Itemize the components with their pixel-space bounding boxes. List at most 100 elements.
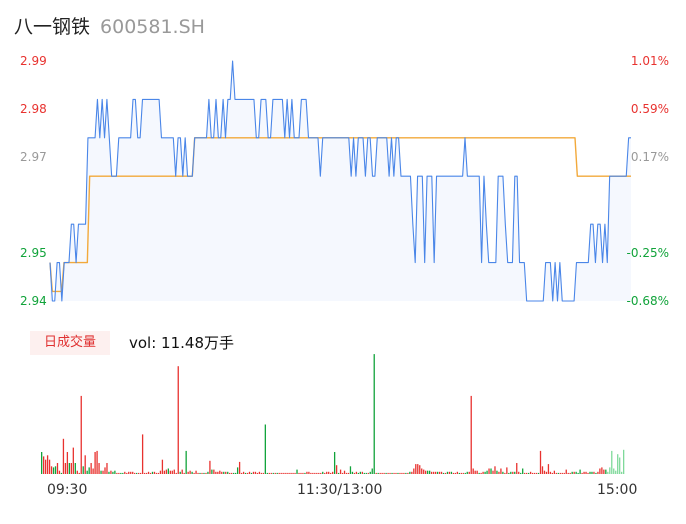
volume-bar [262,472,265,474]
volume-bar [264,424,266,474]
price-plot [49,60,631,302]
volume-bar [551,472,554,474]
volume-bar [290,472,292,474]
volume-bar [559,472,561,474]
volume-bar [434,471,437,474]
volume-bar [533,472,536,474]
volume-bar [171,470,173,474]
price-tick-label: 2.99 [20,54,47,68]
volume-bar [153,471,156,474]
volume-bar [155,472,158,474]
volume-bar [304,472,306,474]
volume-bar [474,470,476,474]
volume-bar [41,452,43,474]
volume-bar [561,472,563,474]
volume-bar [341,472,344,474]
price-tick-label: 2.97 [20,150,47,164]
volume-bar [595,472,597,474]
volume-bar [191,471,193,474]
volume-bar [280,472,282,474]
volume-bar [365,472,367,474]
volume-bar [472,468,474,474]
volume-bar [326,471,328,474]
volume-bar [506,467,508,474]
volume-bar [343,470,346,474]
volume-bar [345,472,348,474]
volume-bar [104,467,106,474]
volume-bar [496,470,498,474]
volume-bar [579,469,581,474]
volume-bar [425,470,427,474]
daily-volume-tab[interactable]: 日成交量 [30,331,110,355]
volume-bar [238,461,241,474]
volume-bar [90,463,92,474]
volume-bar [524,472,526,474]
volume-bar [302,472,304,474]
volume-bar [68,463,71,474]
volume-bar [510,471,512,474]
volume-bar [429,470,431,474]
volume-bar [415,464,417,474]
volume-bar [102,470,104,474]
volume-plot [41,354,625,474]
volume-bar [124,471,126,474]
volume-bar [432,471,435,474]
volume-bar [456,471,459,474]
volume-bar [407,472,409,474]
volume-bar [337,472,340,474]
volume-readout: vol: 11.48万手 [129,332,234,353]
volume-bar [601,467,603,474]
volume-bar [339,469,342,474]
volume-bar [292,472,294,474]
volume-bar [609,467,611,474]
volume-bar [494,466,496,474]
volume-bar [541,466,544,474]
volume-bar [351,471,354,474]
volume-bar [215,471,217,474]
volume-bar [296,469,298,474]
volume-bar [571,471,573,474]
price-area [50,61,631,301]
volume-bar [110,470,112,474]
volume-bar [413,468,415,474]
volume-bar [557,472,559,474]
volume-bar [211,469,213,474]
volume-bar [587,472,589,474]
volume-bar [274,472,276,474]
volume-bar [141,434,144,474]
volume-bar [369,471,371,474]
pct-tick-label: 1.01% [630,54,669,68]
volume-bar [490,468,492,474]
volume-bar [82,466,84,474]
volume-bar [387,472,389,474]
volume-bar [450,471,453,474]
volume-bar [74,463,76,474]
volume-bar [219,470,221,474]
volume-bar [288,472,290,474]
volume-bar [282,472,284,474]
volume-bar [159,470,162,474]
volume-bar [106,463,108,474]
volume-bar [223,471,225,474]
volume-bar [419,465,421,474]
volume-prefix: vol: [129,334,162,352]
volume-bar [375,472,377,474]
volume-bar [161,459,164,474]
volume-bar [411,471,413,474]
volume-bar [100,470,102,474]
volume-bar [122,472,124,474]
stock-code: 600581.SH [100,16,205,38]
volume-bar [298,472,300,474]
volume-bar [397,472,399,474]
volume-bar [88,467,90,474]
volume-bar [177,366,179,474]
volume-bar [70,463,72,474]
volume-bar [286,472,288,474]
volume-bar [575,471,577,474]
volume-bar [221,471,223,474]
volume-bar [181,469,183,474]
volume-bar [114,470,116,474]
volume-bar [320,472,322,474]
volume-bar [547,464,550,474]
volume-bar [555,472,557,474]
